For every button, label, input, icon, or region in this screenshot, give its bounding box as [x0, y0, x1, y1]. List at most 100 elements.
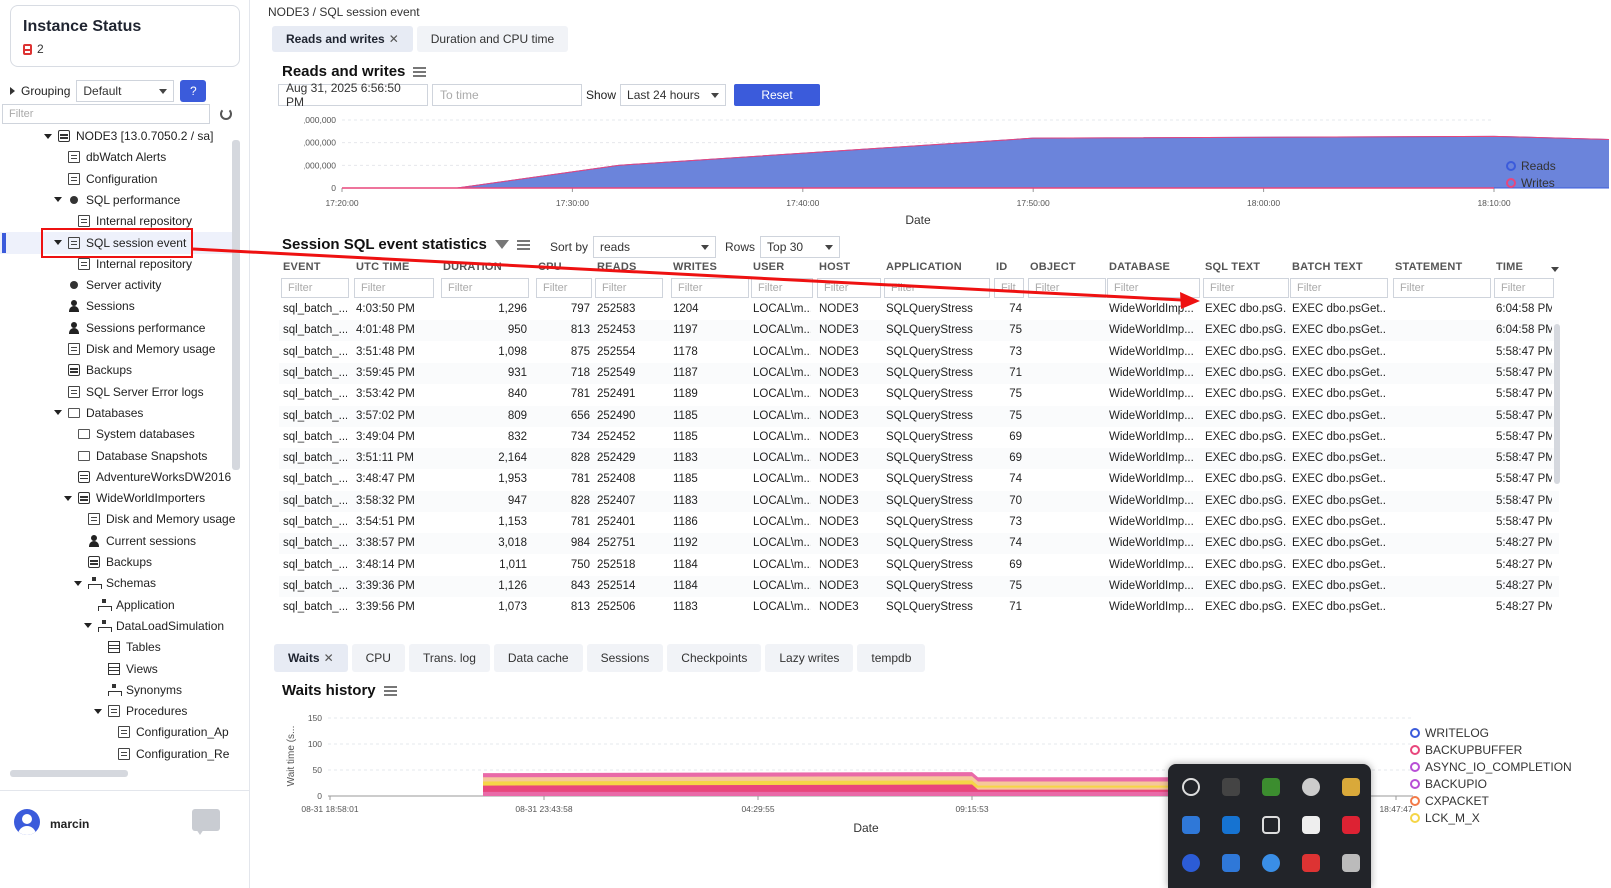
tab-waits[interactable]: Waits ✕: [274, 644, 348, 672]
chevron-down-icon[interactable]: [94, 708, 102, 714]
tree-item[interactable]: NODE3 [13.0.7050.2 / sa]: [44, 126, 213, 146]
reset-button[interactable]: Reset: [734, 84, 821, 106]
column-header[interactable]: STATEMENT: [1395, 261, 1463, 273]
legend-item[interactable]: ASYNC_IO_COMPLETION: [1410, 758, 1572, 775]
to-time-input[interactable]: To time: [432, 84, 582, 106]
table-row[interactable]: [279, 448, 1559, 470]
tree-item[interactable]: Sessions: [54, 296, 135, 316]
tree-item[interactable]: Configuration_Re: [104, 744, 229, 764]
column-filter-input[interactable]: Filter: [1107, 278, 1200, 298]
close-icon[interactable]: ✕: [323, 651, 334, 665]
close-icon[interactable]: ✕: [388, 32, 399, 46]
chevron-down-icon[interactable]: [74, 580, 82, 586]
column-header[interactable]: DURATION: [443, 261, 502, 273]
column-header[interactable]: ID: [996, 261, 1008, 273]
column-filter-input[interactable]: Filter: [1393, 278, 1491, 298]
edge-icon[interactable]: [1262, 854, 1280, 872]
help-button[interactable]: ?: [180, 80, 207, 102]
tree-item[interactable]: Server activity: [54, 275, 161, 295]
menu-icon[interactable]: [516, 239, 530, 250]
tree-item[interactable]: WideWorldImporters: [64, 488, 205, 508]
column-header[interactable]: APPLICATION: [886, 261, 962, 273]
tree-item[interactable]: Procedures: [94, 701, 187, 721]
show-range-select[interactable]: Last 24 hours: [620, 84, 727, 106]
zoom-icon[interactable]: [1182, 854, 1200, 872]
chat-icon[interactable]: [192, 809, 220, 835]
tab-lazy-writes[interactable]: Lazy writes: [765, 644, 854, 672]
rows-select[interactable]: Top 30: [760, 236, 841, 258]
lock-icon[interactable]: [1342, 816, 1360, 834]
app-icon[interactable]: [1342, 778, 1360, 796]
chevron-down-icon[interactable]: [84, 623, 92, 629]
tree-item[interactable]: SQL performance: [54, 190, 180, 210]
legend-item[interactable]: BACKUPBUFFER: [1410, 741, 1572, 758]
column-filter-input[interactable]: Filter: [751, 278, 813, 298]
refresh-icon[interactable]: [220, 108, 232, 120]
legend-item[interactable]: WRITELOG: [1410, 724, 1572, 741]
column-filter-input[interactable]: Filter: [595, 278, 663, 298]
table-row[interactable]: [279, 341, 1559, 363]
legend-item[interactable]: Writes: [1506, 174, 1556, 191]
legend-item[interactable]: BACKUPIO: [1410, 775, 1572, 792]
sort-desc-icon[interactable]: [1551, 267, 1559, 272]
column-header[interactable]: WRITES: [673, 261, 717, 273]
column-header[interactable]: DATABASE: [1109, 261, 1171, 273]
tree-item[interactable]: Database Snapshots: [64, 446, 207, 466]
table-row[interactable]: [279, 362, 1559, 384]
tree-item[interactable]: dbWatch Alerts: [54, 147, 166, 167]
table-row[interactable]: [279, 597, 1559, 619]
menu-icon[interactable]: [413, 66, 427, 77]
tree-item[interactable]: SQL session event: [54, 233, 186, 253]
chatgpt-icon[interactable]: [1182, 778, 1200, 796]
chat-app-icon[interactable]: [1302, 816, 1320, 834]
column-header[interactable]: USER: [753, 261, 785, 273]
column-header[interactable]: OBJECT: [1030, 261, 1076, 273]
filter-icon[interactable]: [494, 240, 509, 249]
column-header[interactable]: EVENT: [283, 261, 321, 273]
tab-sessions[interactable]: Sessions: [586, 644, 664, 672]
tab-cpu[interactable]: CPU: [351, 644, 405, 672]
chevron-down-icon[interactable]: [54, 240, 62, 245]
sort-by-select[interactable]: reads: [593, 236, 717, 258]
shield-icon[interactable]: [1182, 816, 1200, 834]
tree-item[interactable]: Application: [84, 595, 175, 615]
tray-app-icon[interactable]: [1302, 854, 1320, 872]
column-header[interactable]: TIME: [1496, 261, 1524, 273]
table-row[interactable]: [279, 426, 1559, 448]
expand-arrow-icon[interactable]: [10, 87, 15, 95]
column-filter-input[interactable]: Filter: [1494, 278, 1554, 298]
column-filter-input[interactable]: Filter: [354, 278, 434, 298]
tab-tempdb[interactable]: tempdb: [857, 644, 926, 672]
column-header[interactable]: READS: [597, 261, 637, 273]
globe-icon[interactable]: [1302, 778, 1320, 796]
tree-item[interactable]: Current sessions: [74, 531, 196, 551]
chevron-down-icon[interactable]: [54, 197, 62, 203]
tree-item[interactable]: Backups: [74, 552, 152, 572]
tree-item[interactable]: SQL Server Error logs: [54, 382, 204, 402]
audio-icon[interactable]: [1222, 778, 1240, 796]
tree-item[interactable]: Disk and Memory usage: [54, 339, 215, 359]
tree-item[interactable]: Internal repository: [64, 254, 192, 274]
tree-item[interactable]: DataLoadSimulation: [84, 616, 224, 636]
outlook-icon[interactable]: [1222, 816, 1240, 834]
tree-item[interactable]: Tables: [94, 637, 161, 657]
column-header[interactable]: BATCH TEXT: [1292, 261, 1363, 273]
column-filter-input[interactable]: Filter: [817, 278, 881, 298]
grouping-select[interactable]: Default: [76, 80, 175, 102]
table-row[interactable]: [279, 320, 1559, 342]
tree-item[interactable]: AdventureWorksDW2016: [64, 467, 231, 487]
tab-checkpoints[interactable]: Checkpoints: [667, 644, 762, 672]
column-header[interactable]: UTC TIME: [356, 261, 410, 273]
tree-item[interactable]: Configuration_Ap: [104, 722, 229, 742]
chevron-down-icon[interactable]: [54, 410, 62, 416]
nvidia-icon[interactable]: [1262, 778, 1280, 796]
bluetooth-icon[interactable]: [1222, 854, 1240, 872]
column-filter-input[interactable]: Filter: [1203, 278, 1289, 298]
avatar[interactable]: [14, 809, 40, 835]
table-row[interactable]: [279, 512, 1559, 533]
table-scrollbar[interactable]: [1554, 310, 1562, 630]
column-filter-input[interactable]: Filter: [281, 278, 349, 298]
legend-item[interactable]: CXPACKET: [1410, 792, 1572, 809]
legend-item[interactable]: Reads: [1506, 157, 1556, 174]
table-row[interactable]: [279, 554, 1559, 576]
